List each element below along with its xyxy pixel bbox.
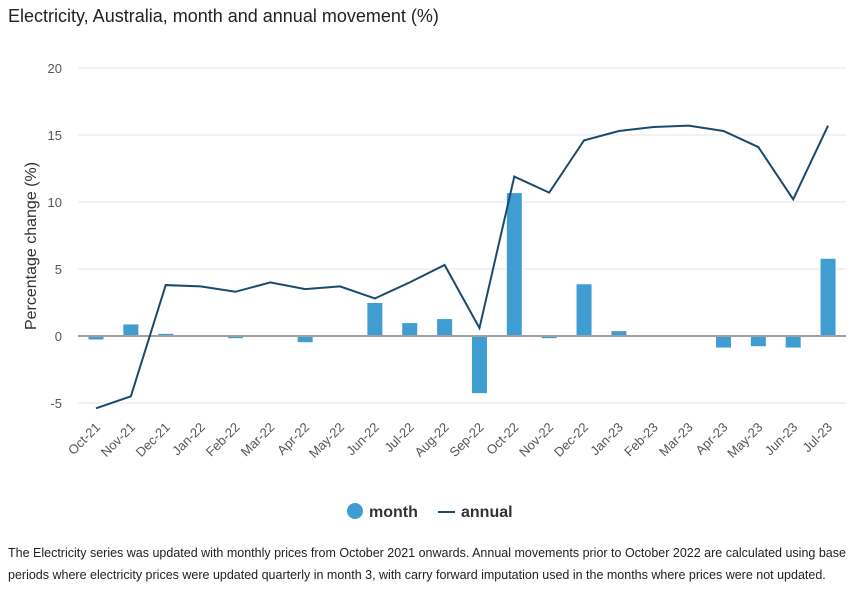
x-tick-label: Jun-23 [762,420,801,459]
y-tick-label: 5 [55,262,62,277]
bar-month-Dec-22[interactable] [575,283,593,337]
bar-month-Jul-22[interactable] [401,322,419,337]
y-tick-label: 15 [48,128,62,143]
x-tick-label: Feb-23 [621,420,661,460]
bar-month-Jul-23[interactable] [819,257,837,337]
legend-month-marker[interactable] [347,503,363,519]
x-tick-label: Jan-23 [587,420,626,459]
chart-title: Electricity, Australia, month and annual… [8,6,439,26]
bar-month-Apr-22[interactable] [296,335,314,344]
y-tick-label: 20 [48,61,62,76]
x-tick-label: Jan-22 [169,420,208,459]
x-tick-label: Nov-21 [98,420,138,460]
bar-month-Jun-23[interactable] [784,335,802,349]
bar-month-Oct-22[interactable] [505,192,523,337]
bar-month-Apr-23[interactable] [714,335,732,349]
x-tick-label: Jun-22 [343,420,382,459]
x-tick-label: Oct-22 [483,420,521,458]
x-tick-label: Dec-21 [133,420,173,460]
x-tick-label: Feb-22 [203,420,243,460]
legend: month annual [347,503,513,521]
legend-annual-label[interactable]: annual [461,504,513,521]
y-tick-label: 0 [55,329,62,344]
x-tick-label: May-22 [306,420,347,461]
x-tick-label: Dec-22 [551,420,591,460]
x-tick-label: Sep-22 [446,420,486,460]
x-tick-label: May-23 [724,420,765,461]
legend-month-label[interactable]: month [369,504,418,521]
x-tick-label: Aug-22 [411,420,451,460]
footnote: The Electricity series was updated with … [8,546,846,582]
bar-month-Nov-21[interactable] [122,323,140,337]
x-tick-label: Mar-22 [238,420,278,460]
x-tick-label: Nov-22 [516,420,556,460]
y-tick-label: -5 [50,396,62,411]
bar-month-Sep-22[interactable] [470,335,488,395]
y-axis-label: Percentage change (%) [23,162,40,330]
bar-month-May-23[interactable] [749,335,767,348]
y-tick-label: 10 [48,195,62,210]
bar-month-Jun-22[interactable] [366,302,384,337]
x-tick-label: Mar-23 [656,420,696,460]
bar-month-Aug-22[interactable] [436,318,454,337]
annual-line [95,124,829,410]
x-tick-label: Jul-23 [800,420,836,456]
x-tick-label: Oct-21 [65,420,103,458]
